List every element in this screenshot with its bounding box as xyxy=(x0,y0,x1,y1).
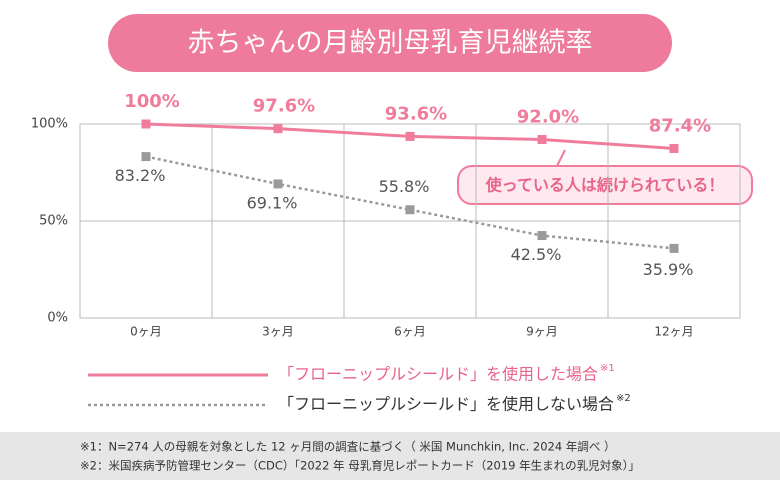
point-marker xyxy=(405,205,415,215)
data-label: 42.5% xyxy=(511,245,562,264)
legend-label: 「フローニップルシールド」を使用した場合 xyxy=(278,365,598,384)
chart-title: 赤ちゃんの月齢別母乳育児継続率 xyxy=(188,28,593,59)
data-label: 97.6% xyxy=(253,96,315,117)
point-marker xyxy=(141,119,151,129)
legend-note: ※1 xyxy=(600,363,615,374)
legend-note: ※2 xyxy=(616,393,631,404)
point-marker xyxy=(141,152,151,162)
footnote: ※1：N=274 人の母親を対象とした 12 ヶ月間の調査に基づく（ 米国 Mu… xyxy=(80,440,616,454)
data-label: 35.9% xyxy=(643,260,694,279)
legend-label: 「フローニップルシールド」を使用しない場合 xyxy=(278,395,614,414)
y-tick-label: 50% xyxy=(39,214,68,229)
y-tick-label: 0% xyxy=(47,311,68,326)
point-marker xyxy=(669,243,679,253)
y-tick-label: 100% xyxy=(31,117,68,132)
x-tick-label: 9ヶ月 xyxy=(526,325,558,339)
callout-box xyxy=(457,165,753,205)
footer-band xyxy=(0,432,780,480)
point-marker xyxy=(405,131,415,141)
point-marker xyxy=(537,135,547,145)
point-marker xyxy=(537,231,547,241)
point-marker xyxy=(273,124,283,134)
data-label: 87.4% xyxy=(649,115,711,136)
data-label: 69.1% xyxy=(247,193,298,212)
x-tick-label: 0ヶ月 xyxy=(130,325,162,339)
data-label: 100% xyxy=(124,91,180,112)
data-label: 92.0% xyxy=(517,107,579,128)
footnote: ※2：米国疾病予防管理センター（CDC）「2022 年 母乳育児レポートカード（… xyxy=(80,459,640,473)
point-marker xyxy=(273,179,283,189)
x-tick-label: 6ヶ月 xyxy=(394,325,426,339)
title-pill xyxy=(108,14,672,72)
x-tick-label: 12ヶ月 xyxy=(654,325,693,339)
annotation: 使っている人は続けられている！ xyxy=(485,176,725,195)
x-tick-label: 3ヶ月 xyxy=(262,325,294,339)
point-marker xyxy=(669,143,679,153)
data-label: 83.2% xyxy=(115,166,166,185)
data-label: 93.6% xyxy=(385,103,447,124)
data-label: 55.8% xyxy=(379,177,430,196)
